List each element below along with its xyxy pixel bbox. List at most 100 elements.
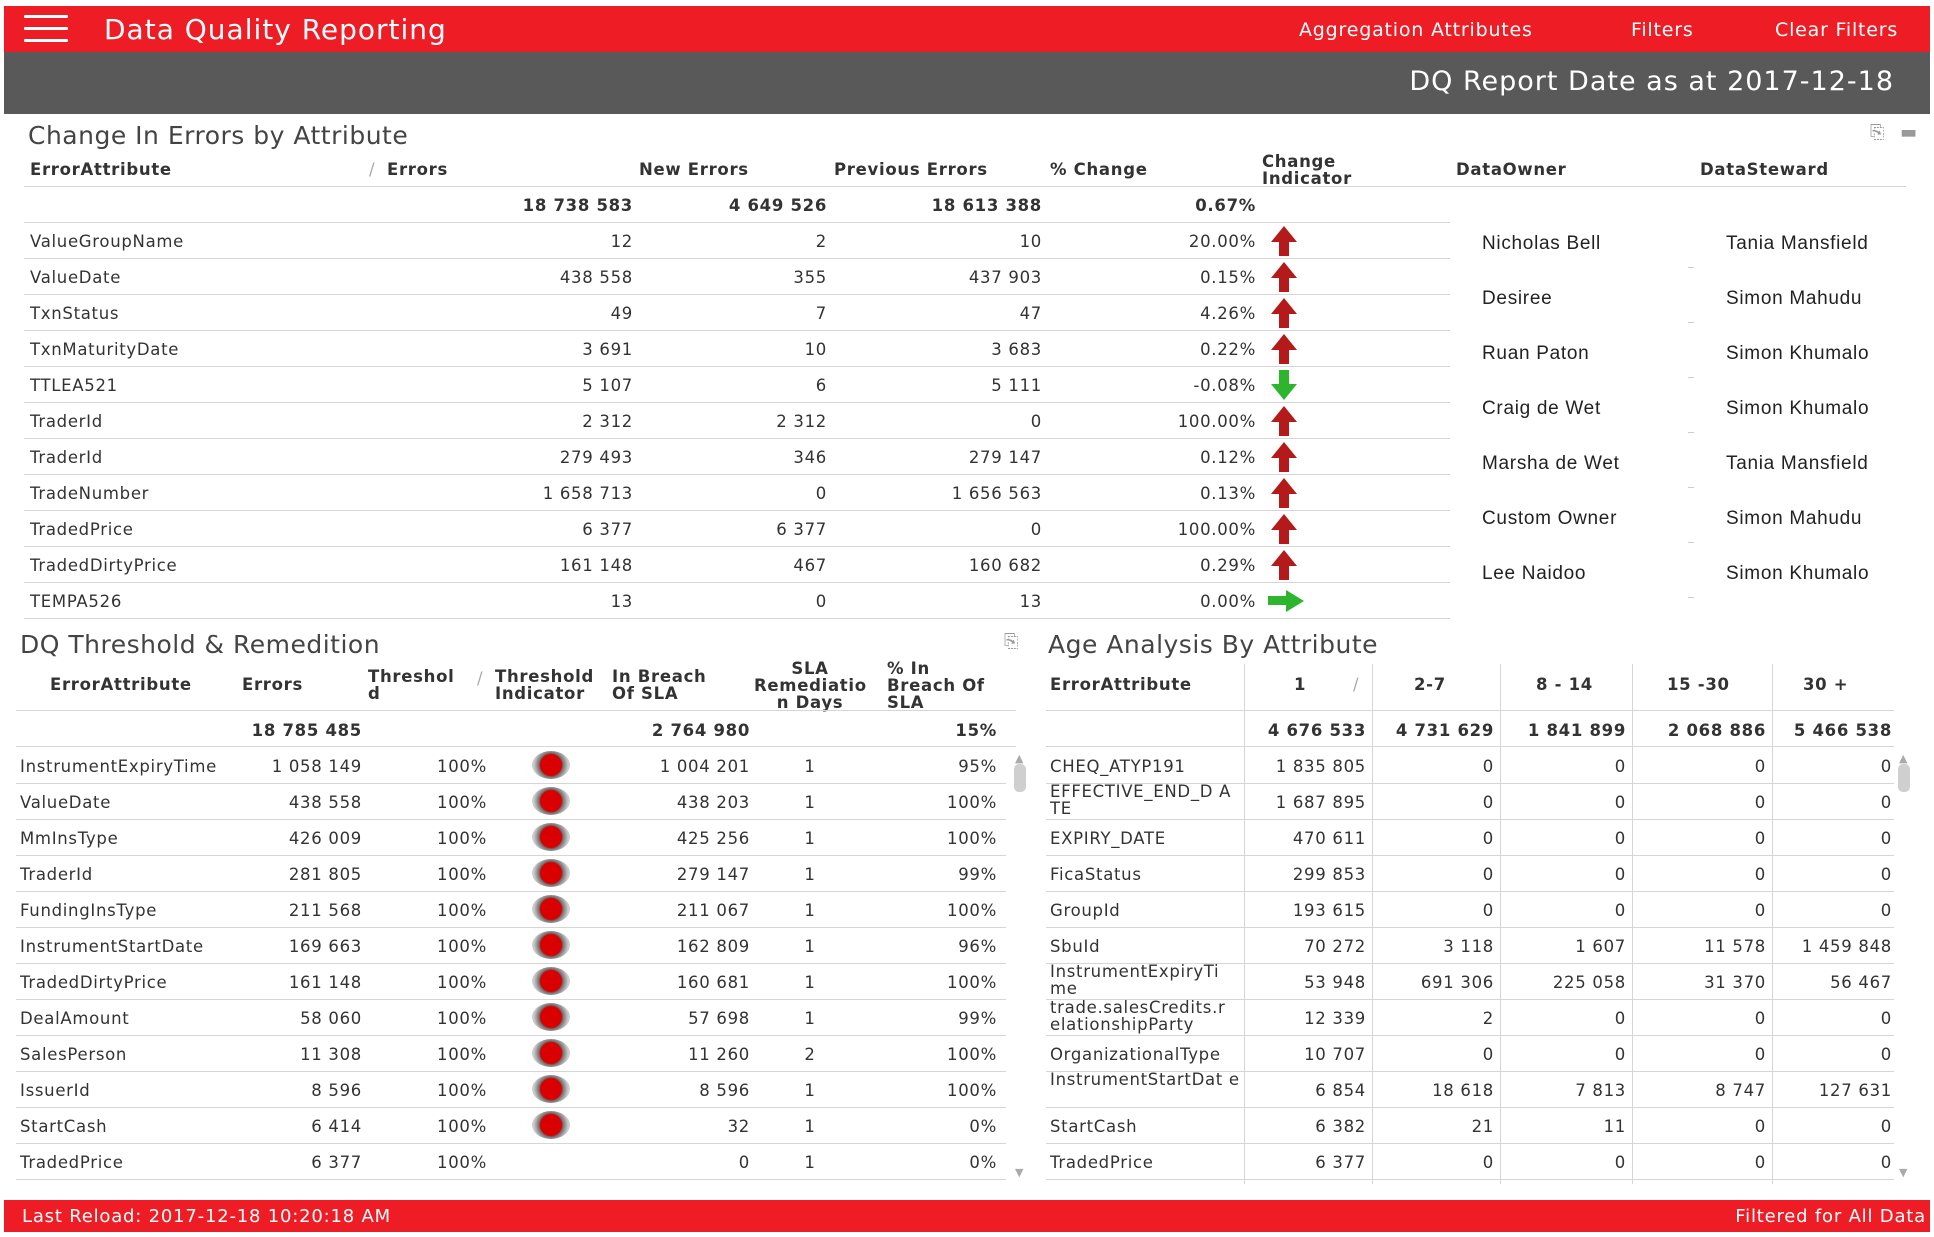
row-in-breach: 8 596 (699, 1081, 750, 1100)
data-owner[interactable]: Ruan Paton (1482, 343, 1590, 364)
row-attribute[interactable]: TradedDirtyPrice (20, 973, 168, 992)
col-header-error-attribute[interactable]: ErrorAttribute (50, 675, 192, 694)
data-owner[interactable]: Craig de Wet (1482, 398, 1601, 419)
data-owner[interactable]: Custom Owner (1482, 508, 1618, 529)
row-divider (1046, 1071, 1894, 1072)
aggregation-attributes-link[interactable]: Aggregation Attributes (1299, 19, 1533, 41)
col-header-age-8-14[interactable]: 8 - 14 (1536, 675, 1593, 694)
row-attribute[interactable]: DealAmount (20, 1009, 130, 1028)
row-attribute[interactable]: CHEQ_ATYP191 (1050, 757, 1186, 776)
row-divider (24, 258, 1450, 259)
row-attribute[interactable]: InstrumentExpiryTime (20, 757, 217, 776)
col-header-pct-change[interactable]: % Change (1050, 160, 1148, 179)
age-value: 11 (1603, 1117, 1626, 1136)
col-header-data-owner[interactable]: DataOwner (1456, 160, 1567, 179)
col-header-error-attribute[interactable]: ErrorAttribute (1050, 675, 1192, 694)
row-errors: 6 377 (582, 520, 633, 539)
row-attribute[interactable]: FundingInsType (20, 901, 158, 920)
age-scrollbar[interactable]: ▲ ▼ (1898, 752, 1910, 1182)
owner-divider (1688, 432, 1694, 433)
export-icon[interactable]: ⎘ (1870, 122, 1885, 143)
col-header-in-breach-of-sla[interactable]: In Breach Of SLA (612, 667, 707, 703)
hamburger-menu-icon[interactable] (24, 15, 68, 43)
col-header-change-indicator[interactable]: Change Indicator (1262, 152, 1352, 188)
col-header-errors[interactable]: Errors (387, 160, 449, 179)
row-attribute[interactable]: OrganizationalType (1050, 1045, 1221, 1064)
data-owner[interactable]: Lee Naidoo (1482, 563, 1587, 584)
row-attribute[interactable]: ValueDate (30, 268, 122, 287)
row-attribute[interactable]: TEMPA526 (30, 592, 123, 611)
col-header-threshold[interactable]: Threshol d (368, 667, 455, 703)
col-header-previous-errors[interactable]: Previous Errors (834, 160, 988, 179)
row-attribute[interactable]: GroupId (1050, 901, 1121, 920)
row-errors: 169 663 (288, 937, 362, 956)
data-steward[interactable]: Simon Khumalo (1726, 343, 1870, 364)
row-attribute[interactable]: IssuerId (20, 1081, 91, 1100)
data-owner[interactable]: Desiree (1482, 288, 1553, 309)
row-attribute[interactable]: TxnMaturityDate (30, 340, 180, 359)
row-attribute[interactable]: TraderId (30, 448, 103, 467)
sort-icon[interactable]: / (1353, 675, 1360, 694)
row-attribute[interactable]: SalesPerson (20, 1045, 128, 1064)
row-attribute[interactable]: StartCash (20, 1117, 108, 1136)
row-attribute[interactable]: TradedPrice (20, 1153, 124, 1172)
data-owner[interactable]: Marsha de Wet (1482, 453, 1620, 474)
data-steward[interactable]: Simon Khumalo (1726, 563, 1870, 584)
col-header-age-2-7[interactable]: 2-7 (1414, 675, 1446, 694)
row-attribute[interactable]: TradeNumber (30, 484, 150, 503)
col-header-new-errors[interactable]: New Errors (639, 160, 749, 179)
row-pct-in-breach: 100% (947, 829, 997, 848)
col-header-errors[interactable]: Errors (242, 675, 304, 694)
age-value: 8 747 (1715, 1081, 1766, 1100)
data-steward[interactable]: Simon Khumalo (1726, 398, 1870, 419)
col-header-data-steward[interactable]: DataSteward (1700, 160, 1829, 179)
sort-icon[interactable]: / (477, 669, 484, 688)
row-attribute[interactable]: FicaStatus (1050, 865, 1142, 884)
col-header-pct-in-breach[interactable]: % In Breach Of SLA (887, 659, 985, 712)
col-header-threshold-indicator[interactable]: Threshold Indicator (495, 667, 594, 703)
age-value: 1 687 895 (1275, 793, 1366, 812)
col-header-age-1[interactable]: 1 (1294, 675, 1307, 694)
data-steward[interactable]: Simon Mahudu (1726, 288, 1863, 309)
col-header-error-attribute[interactable]: ErrorAttribute (30, 160, 172, 179)
data-steward[interactable]: Tania Mansfield (1726, 233, 1869, 254)
row-attribute[interactable]: TradedPrice (1050, 1153, 1154, 1172)
age-value: 0 (1754, 793, 1766, 812)
data-steward[interactable]: Simon Mahudu (1726, 508, 1863, 529)
data-steward[interactable]: Tania Mansfield (1726, 453, 1869, 474)
row-attribute[interactable]: InstrumentExpiryTi me (1050, 962, 1220, 998)
clear-filters-link[interactable]: Clear Filters (1775, 19, 1899, 41)
row-attribute[interactable]: trade.salesCredits.r elationshipParty (1050, 998, 1226, 1034)
row-divider (1046, 927, 1894, 928)
sort-icon[interactable]: / (369, 160, 376, 179)
row-attribute[interactable]: EXPIRY_DATE (1050, 829, 1166, 848)
filters-link[interactable]: Filters (1631, 19, 1694, 41)
col-header-age-15-30[interactable]: 15 -30 (1667, 675, 1730, 694)
row-attribute[interactable]: InstrumentStartDat e (1050, 1070, 1240, 1089)
row-in-breach: 1 004 201 (659, 757, 750, 776)
row-attribute[interactable]: EFFECTIVE_END_D ATE (1050, 782, 1232, 818)
row-attribute[interactable]: MmInsType (20, 829, 119, 848)
col-header-sla-remediation-days[interactable]: SLA Remediatio n Days (754, 659, 867, 712)
minimize-icon[interactable]: ▬ (1900, 122, 1918, 143)
threshold-scrollbar[interactable]: ▲ ▼ (1014, 752, 1026, 1182)
row-attribute[interactable]: ValueGroupName (30, 232, 185, 251)
row-attribute[interactable]: TradedDirtyPrice (30, 556, 178, 575)
row-attribute[interactable]: TraderId (30, 412, 103, 431)
export-icon[interactable]: ⎘ (1004, 631, 1019, 652)
row-attribute[interactable]: TTLEA521 (30, 376, 118, 395)
row-new-errors: 2 (815, 232, 827, 251)
row-errors: 438 558 (559, 268, 633, 287)
row-attribute[interactable]: InstrumentStartDate (20, 937, 204, 956)
row-divider (16, 999, 1006, 1000)
row-attribute[interactable]: TxnStatus (30, 304, 120, 323)
row-in-breach: 160 681 (676, 973, 750, 992)
col-header-age-30-plus[interactable]: 30 + (1803, 675, 1849, 694)
row-attribute[interactable]: TraderId (20, 865, 93, 884)
row-attribute[interactable]: ValueDate (20, 793, 112, 812)
row-attribute[interactable]: SbuId (1050, 937, 1101, 956)
row-divider (16, 1071, 1006, 1072)
row-attribute[interactable]: StartCash (1050, 1117, 1138, 1136)
row-attribute[interactable]: TradedPrice (30, 520, 134, 539)
data-owner[interactable]: Nicholas Bell (1482, 233, 1601, 254)
